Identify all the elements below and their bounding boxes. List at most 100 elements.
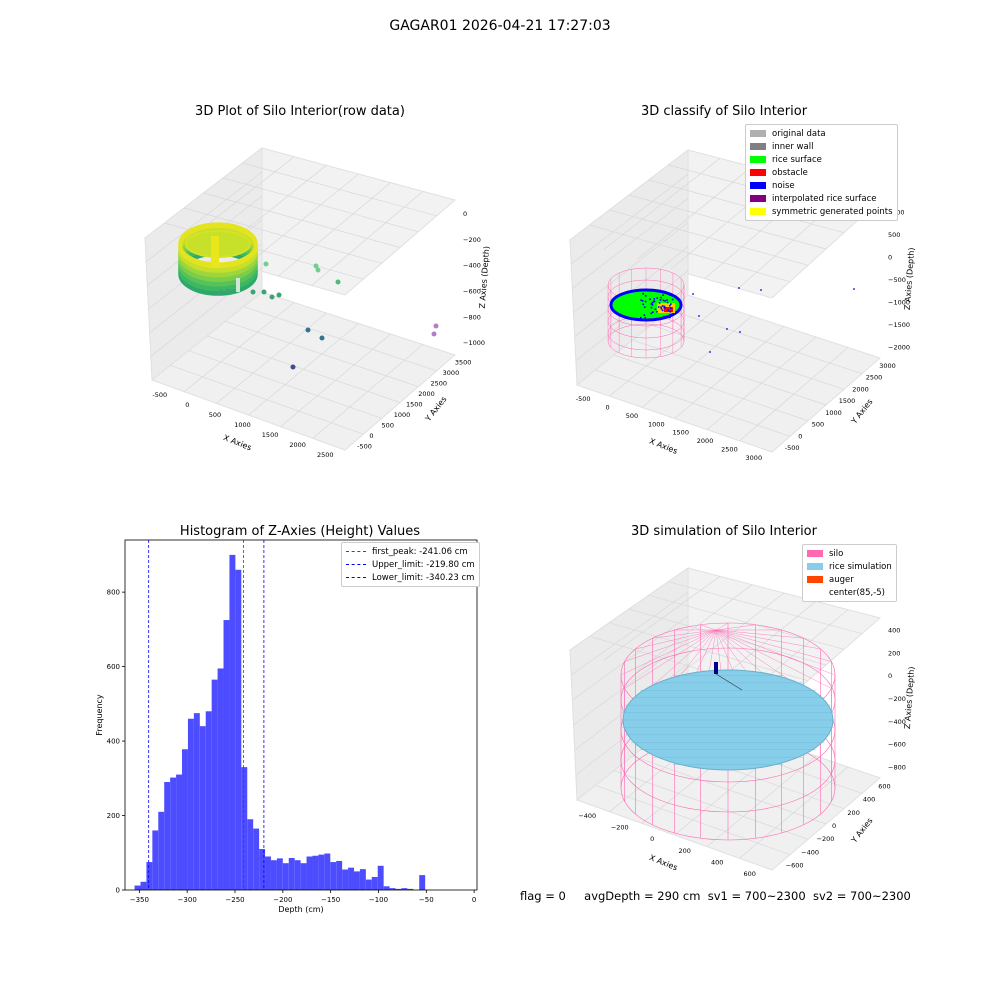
p1-outlier-point bbox=[431, 331, 437, 337]
p3-xtick: −100 bbox=[369, 896, 388, 904]
p4-auger bbox=[714, 662, 718, 674]
panel2-legend: original data inner wall rice surface obsta… bbox=[745, 124, 898, 221]
p1-ytick: -500 bbox=[357, 443, 372, 451]
p1-ztick: −800 bbox=[463, 313, 481, 321]
p3-ytick: 0 bbox=[116, 887, 120, 895]
p4-ztick: 200 bbox=[888, 649, 900, 657]
legend-swatch bbox=[807, 550, 823, 557]
p3-hist-bar bbox=[205, 711, 212, 890]
p3-hist-bar bbox=[377, 865, 384, 890]
p2-xtick: -500 bbox=[576, 395, 591, 403]
p3-hist-bar bbox=[229, 554, 236, 890]
legend-swatch bbox=[807, 563, 823, 570]
p2-xtick: 1500 bbox=[672, 429, 689, 437]
p3-hist-bar bbox=[306, 856, 313, 890]
p2-noise-point bbox=[698, 315, 700, 317]
p4-zlabel: Z Axies (Depth) bbox=[903, 666, 916, 729]
p2-noise-point bbox=[660, 308, 663, 310]
legend-entry: obstacle bbox=[750, 166, 893, 179]
panel4-title: 3D simulation of Silo Interior bbox=[631, 524, 817, 539]
p3-hist-bar bbox=[259, 849, 266, 890]
p2-noise-point bbox=[671, 298, 674, 301]
legend-swatch bbox=[807, 576, 823, 583]
legend-swatch bbox=[750, 169, 766, 176]
p2-noise-point bbox=[664, 307, 666, 309]
p1-ytick: 500 bbox=[382, 422, 394, 430]
legend-entry: Upper_limit: -219.80 cm bbox=[346, 558, 475, 571]
p3-hist-bar bbox=[253, 828, 260, 890]
p1-ztick: −200 bbox=[463, 236, 481, 244]
p3-hist-bar bbox=[152, 830, 159, 890]
legend-label: center(85,-5) bbox=[829, 587, 885, 598]
p1-ytick: 3000 bbox=[443, 369, 460, 377]
p2-ytick: 2000 bbox=[852, 385, 869, 393]
p3-hist-bar bbox=[365, 879, 372, 890]
p2-noise-point bbox=[709, 351, 711, 353]
legend-label: inner wall bbox=[772, 141, 814, 152]
p2-xtick: 2500 bbox=[721, 445, 738, 453]
p1-outlier-point bbox=[305, 327, 311, 333]
p2-noise-point bbox=[659, 299, 662, 301]
p3-hist-bar bbox=[164, 782, 171, 890]
p1-outlier-point bbox=[319, 335, 325, 341]
p3-hist-bar bbox=[336, 860, 343, 890]
p2-ytick: -500 bbox=[785, 444, 800, 452]
p1-outlier-point bbox=[263, 261, 269, 267]
legend-entry: noise bbox=[750, 179, 893, 192]
p2-noise-point bbox=[641, 300, 644, 302]
p3-ylabel: Frequency bbox=[95, 694, 104, 736]
p4-grid bbox=[668, 581, 863, 635]
p2-ytick: 500 bbox=[812, 421, 824, 429]
p3-xtick: −150 bbox=[321, 896, 340, 904]
footer-stats: flag = 0 avgDepth = 290 cm sv1 = 700~230… bbox=[520, 889, 911, 903]
legend-label: rice surface bbox=[772, 154, 822, 165]
legend-label: auger bbox=[829, 574, 854, 585]
p3-xtick: −250 bbox=[225, 896, 244, 904]
p2-noise-point bbox=[644, 316, 647, 319]
p3-hist-bar bbox=[158, 811, 165, 890]
p4-xtick: 0 bbox=[650, 835, 654, 843]
p2-noise-point bbox=[760, 289, 762, 291]
p2-noise-point bbox=[651, 304, 654, 306]
p2-noise-point bbox=[663, 305, 666, 308]
p2-noise-point bbox=[666, 301, 669, 304]
legend-entry: inner wall bbox=[750, 140, 893, 153]
p1-outlier-point bbox=[225, 288, 231, 294]
p1-outlier-point bbox=[313, 263, 319, 269]
p2-noise-point bbox=[660, 296, 662, 299]
legend-swatch bbox=[346, 551, 366, 552]
p4-xtick: −200 bbox=[611, 824, 629, 832]
p3-hist-bar bbox=[419, 875, 426, 890]
p3-hist-bar bbox=[389, 888, 396, 890]
p3-hist-bar bbox=[211, 679, 218, 890]
p3-hist-bar bbox=[401, 888, 408, 890]
p3-hist-bar bbox=[176, 774, 183, 890]
p2-noise-point bbox=[644, 295, 647, 297]
p1-outlier-point bbox=[315, 267, 321, 273]
p2-noise-point bbox=[662, 299, 665, 302]
p2-zlabel: Z Axies (Depth) bbox=[903, 247, 916, 310]
p1-ytick: 0 bbox=[369, 432, 373, 440]
legend-swatch bbox=[750, 143, 766, 150]
legend-entry: rice surface bbox=[750, 153, 893, 166]
p2-noise-point bbox=[643, 306, 646, 308]
p4-grid bbox=[572, 615, 689, 701]
p2-ztick: −1500 bbox=[888, 321, 910, 329]
p1-xtick: 500 bbox=[209, 411, 221, 419]
p2-ytick: 0 bbox=[798, 432, 802, 440]
p2-noise-point bbox=[669, 316, 671, 319]
p1-points bbox=[178, 222, 439, 370]
p2-noise-point bbox=[656, 297, 659, 299]
legend-label: Lower_limit: -340.23 cm bbox=[372, 572, 475, 583]
p3-hist-bar bbox=[241, 767, 248, 890]
p4-silo-roof-line bbox=[715, 629, 804, 639]
p4-ztick: 400 bbox=[888, 626, 900, 634]
p2-noise-point bbox=[658, 302, 661, 304]
p2-noise-point bbox=[651, 301, 654, 304]
p4-silo-roof-line bbox=[715, 629, 832, 689]
p3-hist-bar bbox=[182, 749, 188, 890]
p2-noise-point bbox=[669, 307, 672, 310]
p2-noise-point bbox=[663, 306, 665, 309]
p2-noise-point bbox=[692, 293, 694, 295]
legend-swatch bbox=[346, 577, 366, 578]
